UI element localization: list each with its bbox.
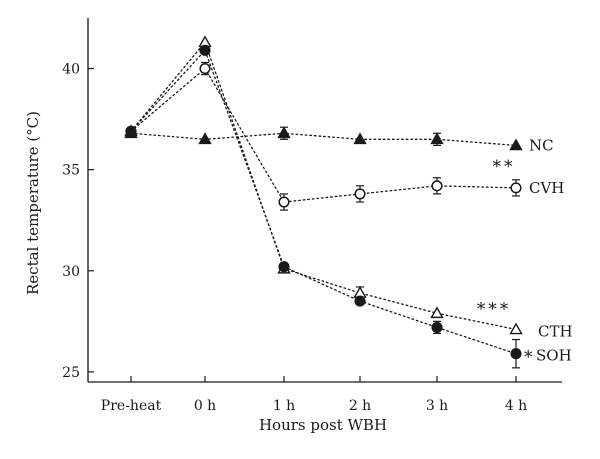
x-tick-label: 4 h: [505, 398, 527, 414]
series-label-nc: NC: [529, 136, 554, 154]
data-point: [430, 306, 444, 319]
series-cth: [124, 35, 523, 335]
data-point: [277, 126, 291, 139]
series-line: [130, 132, 517, 147]
series-line: [130, 40, 517, 331]
series-cvh: [125, 61, 522, 211]
data-point: [430, 132, 444, 145]
series-line: [130, 49, 517, 355]
x-tick-label: Pre-heat: [101, 398, 162, 414]
y-tick-label: 25: [62, 365, 80, 381]
data-point: [509, 322, 523, 335]
x-tick-label: 0 h: [194, 398, 216, 414]
data-point: [353, 132, 367, 145]
x-tick-label: 2 h: [349, 398, 371, 414]
data-point: [199, 44, 211, 56]
series-layer: [124, 35, 523, 369]
series-nc: [124, 126, 523, 151]
data-point: [510, 182, 522, 194]
data-point: [125, 125, 137, 137]
data-point: [431, 180, 443, 192]
series-soh: [125, 44, 522, 369]
x-tick-label: 3 h: [426, 398, 448, 414]
data-point: [510, 348, 522, 360]
series-label-soh: SOH: [536, 347, 572, 365]
data-point: [278, 261, 290, 273]
significance-cth: ***: [477, 299, 512, 319]
series-label-cvh: CVH: [529, 179, 564, 197]
data-point: [198, 132, 212, 145]
data-point: [509, 138, 523, 151]
x-axis-title: Hours post WBH: [259, 416, 387, 434]
data-point: [278, 196, 290, 208]
y-tick-label: 40: [62, 62, 80, 78]
data-point: [354, 295, 366, 307]
significance-soh: *: [524, 348, 536, 368]
series-label-cth: CTH: [538, 322, 573, 340]
series-line: [130, 67, 517, 203]
data-point: [199, 63, 211, 75]
x-tick-label: 1 h: [273, 398, 295, 414]
data-point: [431, 321, 443, 333]
y-tick-label: 35: [62, 163, 80, 179]
y-axis-title: Rectal temperature (°C): [24, 111, 42, 295]
labels-layer: NC CVH ** CTH *** SOH*: [477, 136, 573, 367]
axes: 25 30 35 40 Pre-heat 0 h 1 h 2 h 3 h 4 h: [62, 18, 562, 414]
data-point: [354, 188, 366, 200]
significance-cvh: **: [493, 157, 516, 177]
y-tick-label: 30: [62, 264, 80, 280]
